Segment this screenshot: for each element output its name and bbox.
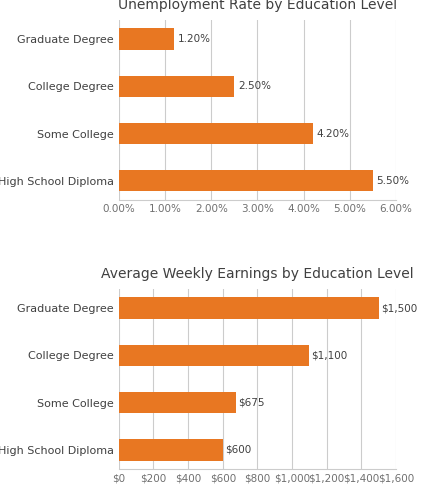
Text: 4.20%: 4.20% <box>316 129 349 139</box>
Bar <box>119 123 313 144</box>
Bar <box>119 170 373 192</box>
Bar <box>119 345 309 366</box>
Text: 1.20%: 1.20% <box>178 34 211 44</box>
Text: $1,500: $1,500 <box>381 303 417 313</box>
Bar <box>119 76 235 97</box>
Text: $600: $600 <box>225 445 251 455</box>
Title: Unemployment Rate by Education Level: Unemployment Rate by Education Level <box>118 0 397 12</box>
Text: $1,100: $1,100 <box>312 350 348 360</box>
Text: 5.50%: 5.50% <box>377 176 410 186</box>
Bar <box>119 28 174 49</box>
Bar <box>119 297 379 319</box>
Title: Average Weekly Earnings by Education Level: Average Weekly Earnings by Education Lev… <box>101 267 414 281</box>
Text: $675: $675 <box>238 398 264 408</box>
Bar <box>119 392 236 413</box>
Text: 2.50%: 2.50% <box>238 81 271 91</box>
Bar <box>119 439 223 461</box>
